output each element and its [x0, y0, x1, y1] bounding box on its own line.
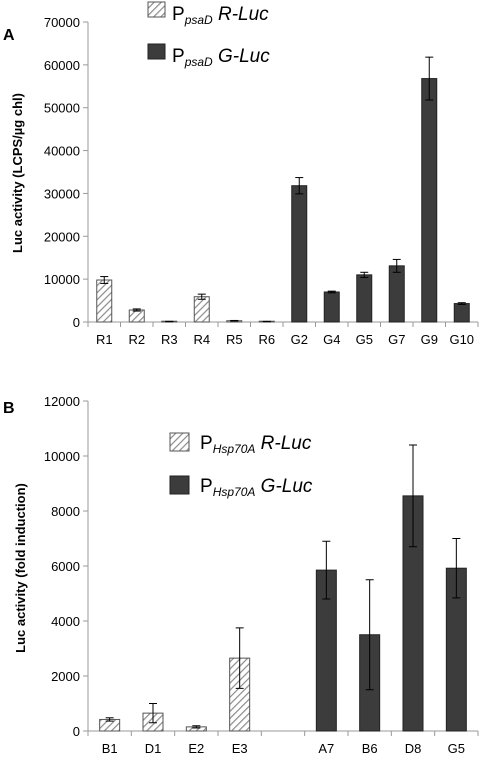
- panel-a-bar-g7: [388, 265, 405, 323]
- panel-a-plot: 0 10000 20000 30000 40000 50000 60000 70000 R1 R2…: [44, 15, 479, 347]
- panel-b-y-tick-label: 0: [73, 724, 80, 739]
- panel-a-x-tick-label: G9: [421, 332, 438, 347]
- panel-a-y-tick-label: 60000: [44, 58, 80, 73]
- panel-b-legend-label-rluc: PHsp70A R-Luc: [200, 433, 312, 456]
- panel-b-legend-label-gluc: PHsp70A G-Luc: [200, 476, 313, 499]
- panel-a-x-tick-label: G10: [449, 332, 474, 347]
- panel-b-x-tick-label: D8: [405, 741, 422, 756]
- panel-a-x-tick-label: R3: [161, 332, 178, 347]
- panel-b-legend: PHsp70A R-Luc PHsp70A G-Luc: [169, 432, 313, 499]
- panel-a-x-tick-label: G4: [323, 332, 340, 347]
- panel-b-y-tick-label: 6000: [51, 559, 80, 574]
- panel-b-y-tick-label: 10000: [44, 449, 80, 464]
- panel-b-y-tick-label: 12000: [44, 394, 80, 409]
- panel-a-legend-swatch-rluc: [147, 1, 166, 18]
- panel-a-y-tick-label: 0: [73, 315, 80, 330]
- panel-a-x-tick-label: R1: [96, 332, 113, 347]
- panel-a-y-tick-label: 30000: [44, 186, 80, 201]
- panel-b-y-tick-label: 8000: [51, 504, 80, 519]
- panel-a-x-tick-label: G7: [388, 332, 405, 347]
- panel-a-x-tick-label: R6: [258, 332, 275, 347]
- panel-a-bar-g5: [356, 274, 373, 323]
- panel-a-x-tick-label: R4: [193, 332, 210, 347]
- panel-b-x-tick-label: B6: [362, 741, 378, 756]
- panel-a-y-tick-label: 70000: [44, 15, 80, 30]
- panel-b-x-tick-label: A7: [318, 741, 334, 756]
- panel-a-y-tick-label: 40000: [44, 144, 80, 159]
- panel-b-x-tick-label: B1: [102, 741, 118, 756]
- panel-a-bar-g2: [291, 185, 308, 323]
- panel-a-y-tick-label: 50000: [44, 101, 80, 116]
- panel-b-x-tick-label: E2: [188, 741, 204, 756]
- panel-a-y-tick-label: 10000: [44, 272, 80, 287]
- panel-b-legend-swatch-rluc: [169, 432, 190, 452]
- panel-b-x-tick-label: G5: [448, 741, 465, 756]
- panel-a-x-tick-label: R5: [226, 332, 243, 347]
- panel-a-bar-g10: [453, 303, 470, 323]
- panel-a-legend: PpsaD R-Luc PpsaD G-Luc: [147, 1, 270, 69]
- panel-a-legend-label-rluc: PpsaD R-Luc: [172, 4, 269, 27]
- panel-a-x-tick-label: R2: [128, 332, 145, 347]
- panel-a-y-tick-label: 20000: [44, 229, 80, 244]
- panel-a-label: A: [3, 27, 15, 44]
- panel-a-x-tick-label: G5: [356, 332, 373, 347]
- panel-a-y-axis-title: Luc activity (LCPS/µg chl): [10, 93, 25, 253]
- panel-b-legend-swatch-gluc: [169, 475, 190, 495]
- panel-b-x-tick-label: E3: [232, 741, 248, 756]
- panel-a-legend-label-gluc: PpsaD G-Luc: [172, 46, 270, 69]
- panel-a-x-tick-label: G2: [291, 332, 308, 347]
- panel-a-bar-g9: [421, 78, 438, 323]
- panel-a-bar-r4: [193, 296, 210, 323]
- panel-a-bar-g4: [323, 291, 340, 323]
- panel-b-y-tick-label: 2000: [51, 669, 80, 684]
- panel-b-y-axis-title: Luc activity (fold induction): [13, 483, 28, 653]
- panel-a-bar-r2: [128, 309, 145, 323]
- panel-a-bar-r1: [96, 279, 113, 323]
- panel-b-x-tick-label: D1: [145, 741, 162, 756]
- panel-b-plot: 0 2000 4000 6000 8000 10000 12000 B1 D1 E2 E3 A7 B6 D…: [44, 394, 479, 756]
- panel-b-y-tick-label: 4000: [51, 614, 80, 629]
- panel-b-label: B: [3, 400, 15, 417]
- panel-a-legend-swatch-gluc: [147, 43, 166, 60]
